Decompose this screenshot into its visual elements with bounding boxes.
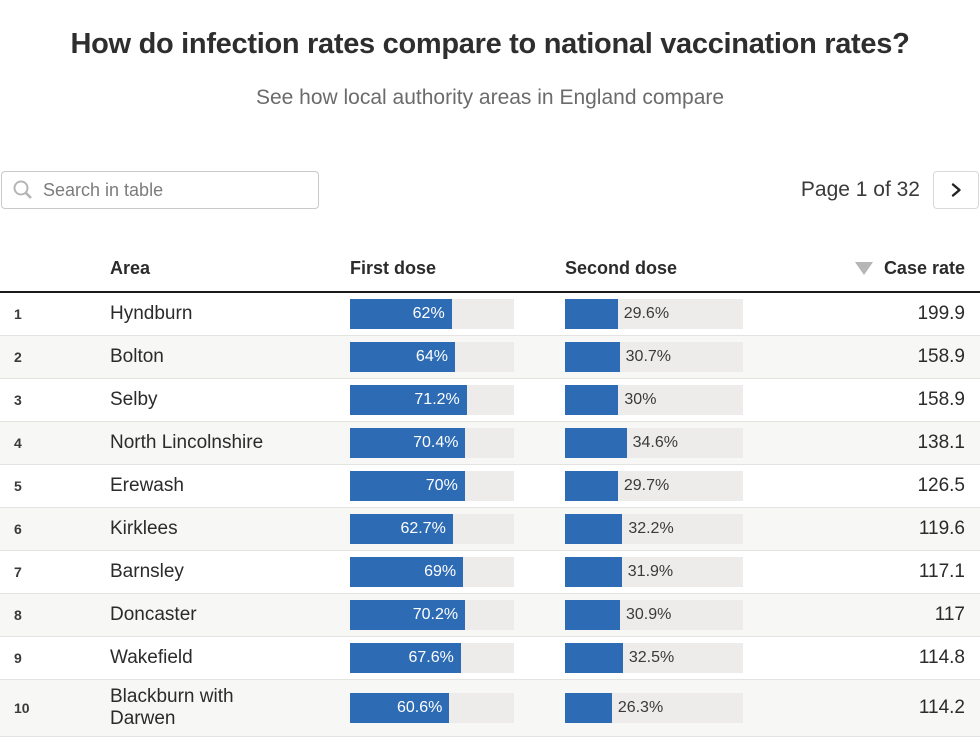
case-rate-value: 117 bbox=[934, 604, 965, 625]
area-name: Doncaster bbox=[110, 604, 197, 625]
case-rate-column-header[interactable]: Case rate bbox=[787, 258, 980, 279]
second-dose-bar: 30.9% bbox=[565, 600, 743, 630]
area-name: Erewash bbox=[110, 475, 184, 496]
table-row: 7 Barnsley 69% 31.9% 117.1 bbox=[0, 551, 980, 594]
second-dose-value: 32.5% bbox=[628, 649, 675, 666]
second-dose-value: 34.6% bbox=[632, 434, 678, 451]
row-rank: 5 bbox=[14, 478, 22, 494]
case-rate-value: 114.2 bbox=[918, 697, 965, 718]
data-table: Area First dose Second dose Case rate 1 H… bbox=[0, 246, 980, 737]
second-dose-value: 32.2% bbox=[628, 520, 674, 537]
area-name: Wakefield bbox=[110, 647, 193, 668]
second-dose-value: 31.9% bbox=[627, 563, 674, 580]
first-dose-value: 62.7% bbox=[400, 520, 446, 537]
second-dose-bar: 29.7% bbox=[565, 471, 743, 501]
second-dose-bar: 30% bbox=[565, 385, 743, 415]
second-dose-bar: 26.3% bbox=[565, 693, 743, 723]
area-name: Bolton bbox=[110, 346, 164, 367]
first-dose-bar: 60.6% bbox=[350, 693, 514, 723]
page-indicator: Page 1 of 32 bbox=[800, 178, 920, 201]
first-dose-value: 67.6% bbox=[408, 649, 454, 666]
search-icon bbox=[13, 180, 32, 199]
page-title: How do infection rates compare to nation… bbox=[70, 28, 910, 60]
second-dose-bar: 29.6% bbox=[565, 299, 743, 329]
table-row: 1 Hyndburn 62% 29.6% 199.9 bbox=[0, 293, 980, 336]
case-rate-value: 199.9 bbox=[917, 303, 965, 324]
first-dose-bar: 62% bbox=[350, 299, 514, 329]
case-rate-value: 117.1 bbox=[918, 561, 965, 582]
row-rank: 6 bbox=[14, 521, 22, 537]
second-dose-column-header[interactable]: Second dose bbox=[565, 258, 678, 278]
second-dose-value: 30.9% bbox=[626, 606, 672, 623]
sort-descending-icon bbox=[854, 262, 873, 275]
table-body: 1 Hyndburn 62% 29.6% 199.9 2 Bolton 64% 30.7% 158… bbox=[0, 293, 980, 737]
second-dose-value: 30% bbox=[624, 391, 657, 408]
table-row: 8 Doncaster 70.2% 30.9% 117 bbox=[0, 594, 980, 637]
page-subtitle: See how local authority areas in England… bbox=[255, 86, 725, 109]
row-rank: 10 bbox=[14, 700, 30, 716]
first-dose-value: 70.4% bbox=[413, 434, 459, 451]
first-dose-value: 64% bbox=[415, 348, 448, 365]
case-rate-value: 158.9 bbox=[917, 346, 965, 367]
area-column-header[interactable]: Area bbox=[110, 258, 151, 278]
row-rank: 7 bbox=[14, 564, 22, 580]
first-dose-bar: 64% bbox=[350, 342, 514, 372]
second-dose-bar: 31.9% bbox=[565, 557, 743, 587]
row-rank: 8 bbox=[14, 607, 22, 623]
first-dose-value: 60.6% bbox=[397, 699, 443, 716]
first-dose-bar: 71.2% bbox=[350, 385, 514, 415]
area-name: Kirklees bbox=[110, 518, 178, 539]
next-page-button[interactable] bbox=[933, 171, 979, 209]
second-dose-bar: 30.7% bbox=[565, 342, 743, 372]
search-input[interactable] bbox=[43, 179, 308, 201]
table-toolbar: Page 1 of 32 bbox=[0, 171, 980, 209]
area-name: Blackburn with Darwen bbox=[110, 686, 234, 729]
pagination: Page 1 of 32 bbox=[801, 171, 979, 209]
area-name: Barnsley bbox=[110, 561, 184, 582]
table-row: 2 Bolton 64% 30.7% 158.9 bbox=[0, 336, 980, 379]
first-dose-bar: 62.7% bbox=[350, 514, 514, 544]
row-rank: 2 bbox=[14, 349, 22, 365]
first-dose-value: 71.2% bbox=[414, 391, 460, 408]
area-name: Hyndburn bbox=[110, 303, 193, 324]
first-dose-column-header[interactable]: First dose bbox=[350, 258, 437, 278]
table-row: 6 Kirklees 62.7% 32.2% 119.6 bbox=[0, 508, 980, 551]
first-dose-value: 62% bbox=[412, 305, 445, 322]
first-dose-value: 69% bbox=[424, 563, 457, 580]
chevron-right-icon bbox=[951, 183, 961, 197]
table-row: 9 Wakefield 67.6% 32.5% 114.8 bbox=[0, 637, 980, 680]
second-dose-bar: 32.5% bbox=[565, 643, 743, 673]
table-row: 5 Erewash 70% 29.7% 126.5 bbox=[0, 465, 980, 508]
first-dose-bar: 69% bbox=[350, 557, 514, 587]
case-rate-value: 119.6 bbox=[918, 518, 965, 539]
case-rate-value: 126.5 bbox=[917, 475, 965, 496]
first-dose-value: 70% bbox=[425, 477, 458, 494]
table-row: 10 Blackburn with Darwen 60.6% 26.3% 114.2 bbox=[0, 680, 980, 737]
second-dose-bar: 34.6% bbox=[565, 428, 743, 458]
first-dose-bar: 70% bbox=[350, 471, 514, 501]
row-rank: 1 bbox=[14, 306, 22, 322]
area-name: North Lincolnshire bbox=[110, 432, 264, 453]
first-dose-bar: 70.4% bbox=[350, 428, 514, 458]
row-rank: 9 bbox=[14, 650, 22, 666]
area-name: Selby bbox=[110, 389, 158, 410]
table-row: 3 Selby 71.2% 30% 158.9 bbox=[0, 379, 980, 422]
row-rank: 4 bbox=[14, 435, 22, 451]
first-dose-bar: 70.2% bbox=[350, 600, 514, 630]
second-dose-bar: 32.2% bbox=[565, 514, 743, 544]
second-dose-value: 30.7% bbox=[625, 348, 672, 365]
first-dose-value: 70.2% bbox=[412, 606, 459, 623]
case-rate-value: 158.9 bbox=[917, 389, 965, 410]
case-rate-value: 114.8 bbox=[918, 647, 965, 668]
table-row: 4 North Lincolnshire 70.4% 34.6% 138.1 bbox=[0, 422, 980, 465]
second-dose-value: 29.6% bbox=[623, 305, 670, 322]
second-dose-value: 26.3% bbox=[617, 699, 664, 716]
second-dose-value: 29.7% bbox=[623, 477, 670, 494]
search-box[interactable] bbox=[1, 171, 319, 209]
first-dose-bar: 67.6% bbox=[350, 643, 514, 673]
table-header-row: Area First dose Second dose Case rate bbox=[0, 246, 980, 293]
case-rate-value: 138.1 bbox=[917, 432, 965, 453]
row-rank: 3 bbox=[14, 392, 22, 408]
